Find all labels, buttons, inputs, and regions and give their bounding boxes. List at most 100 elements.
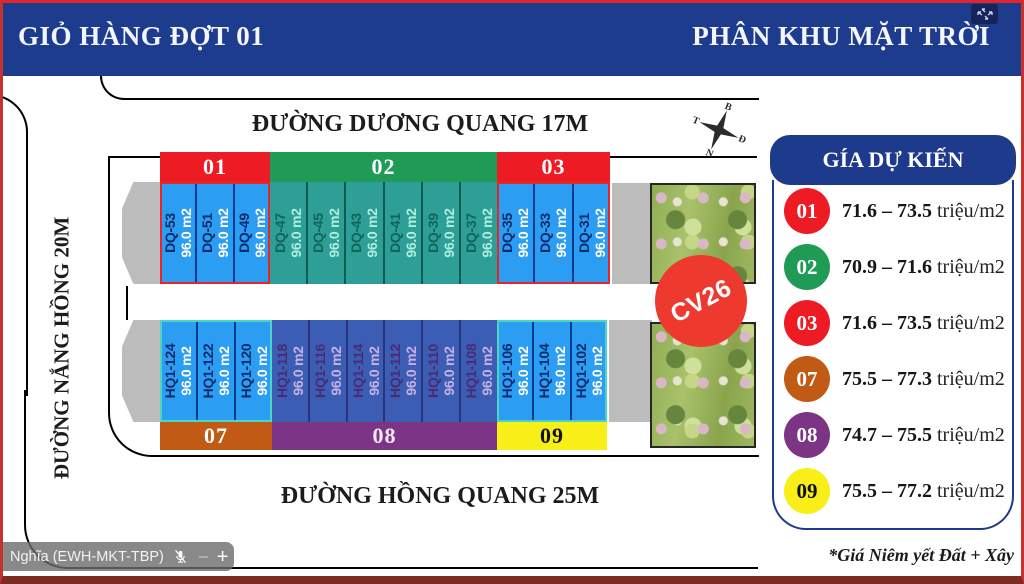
zoom-out-button[interactable]: –	[198, 547, 208, 565]
street-nang-hong: ĐƯỜNG NẮNG HỒNG 20M	[49, 216, 74, 480]
block-02-header: 02	[270, 152, 497, 182]
lot-label: DQ-39 96.0 m2	[424, 208, 457, 258]
compass-icon: B Đ T N	[690, 101, 748, 159]
lot-label: HQ1-108 96.0 m2	[463, 343, 496, 399]
lot-DQ-33: DQ-33 96.0 m2	[533, 182, 572, 284]
lot-DQ-41: DQ-41 96.0 m2	[382, 182, 421, 284]
price-row-02: 02 70.9 – 71.6 triệu/m2	[774, 239, 1012, 295]
lot-DQ-47: DQ-47 96.0 m2	[270, 182, 307, 284]
price-row-03: 03 71.6 – 73.5 triệu/m2	[774, 295, 1012, 351]
street-duong-quang: ĐƯỜNG DƯƠNG QUANG 17M	[251, 111, 589, 137]
block-09: HQ1-106 96.0 m2 HQ1-104 96.0 m2 HQ1-102 96.0 …	[497, 320, 607, 450]
block-01: 01 DQ-53 96.0 m2 DQ-51 96.0 m2 DQ-49 96.0 m2	[160, 152, 270, 284]
fullscreen-icon[interactable]	[971, 4, 998, 24]
price-row-09: 09 75.5 – 77.2 triệu/m2	[774, 463, 1012, 519]
gray-lot-strip	[612, 183, 650, 284]
lot-DQ-43: DQ-43 96.0 m2	[344, 182, 383, 284]
lot-HQ1-120: HQ1-120 96.0 m2	[234, 320, 272, 422]
header-bar: GIỎ HÀNG ĐỢT 01 PHÂN KHU MẶT TRỜI	[0, 3, 1024, 76]
park-badge: CV26	[655, 255, 747, 347]
lot-DQ-45: DQ-45 96.0 m2	[306, 182, 345, 284]
page-title-left: GIỎ HÀNG ĐỢT 01	[18, 20, 265, 51]
lot-DQ-31: DQ-31 96.0 m2	[571, 182, 610, 284]
lot-HQ1-124: HQ1-124 96.0 m2	[160, 320, 196, 422]
block-08-lots: HQ1-118 96.0 m2 HQ1-116 96.0 m2 HQ1-114 96.0 …	[272, 320, 497, 422]
price-text: 75.5 – 77.2 triệu/m2	[842, 479, 1005, 502]
road-line	[0, 94, 28, 396]
gray-lot-strip	[122, 182, 160, 284]
block-02-lots: DQ-47 96.0 m2 DQ-45 96.0 m2 DQ-43 96.0 m2 DQ-4…	[270, 182, 498, 284]
lot-HQ1-110: HQ1-110 96.0 m2	[421, 320, 460, 422]
price-badge-08: 08	[784, 412, 830, 458]
block-08: HQ1-118 96.0 m2 HQ1-116 96.0 m2 HQ1-114 96.0 …	[272, 320, 497, 450]
lot-HQ1-118: HQ1-118 96.0 m2	[272, 320, 308, 422]
lot-label: HQ1-124 96.0 m2	[162, 343, 194, 399]
block-03-lots: DQ-35 96.0 m2 DQ-33 96.0 m2 DQ-31 96.0 m2	[497, 182, 610, 284]
lot-label: DQ-43 96.0 m2	[348, 208, 381, 258]
lot-label: HQ1-102 96.0 m2	[573, 343, 606, 399]
price-panel: 01 71.6 – 73.5 triệu/m2 02 70.9 – 71.6 triệ…	[772, 180, 1014, 530]
road-line	[126, 286, 128, 320]
block-07-header: 07	[160, 422, 272, 450]
lot-label: DQ-35 96.0 m2	[499, 208, 532, 258]
lot-label: HQ1-116 96.0 m2	[311, 344, 344, 398]
lot-label: DQ-51 96.0 m2	[198, 208, 231, 258]
participant-name: Nghĩa (EWH-MKT-TBP)	[10, 548, 164, 565]
mic-muted-icon[interactable]	[173, 549, 188, 564]
lot-DQ-53: DQ-53 96.0 m2	[160, 182, 196, 284]
gray-lot-strip	[609, 320, 652, 422]
road-line	[108, 158, 759, 457]
price-badge-01: 01	[784, 188, 830, 234]
price-panel-title: GÍA DỰ KIẾN	[770, 135, 1016, 185]
lot-label: HQ1-120 96.0 m2	[238, 343, 270, 399]
lot-label: HQ1-118 96.0 m2	[273, 344, 306, 398]
call-overlay: Nghĩa (EWH-MKT-TBP) – +	[0, 542, 234, 571]
block-08-header: 08	[272, 422, 497, 450]
lot-label: DQ-49 96.0 m2	[236, 208, 269, 258]
lot-label: DQ-47 96.0 m2	[272, 208, 305, 258]
zoom-in-button[interactable]: +	[216, 545, 229, 568]
lot-label: DQ-53 96.0 m2	[161, 208, 194, 258]
svg-text:Đ: Đ	[737, 133, 748, 146]
lot-DQ-49: DQ-49 96.0 m2	[232, 182, 270, 284]
lot-label: HQ1-110 96.0 m2	[425, 344, 458, 398]
page-title-right: PHÂN KHU MẶT TRỜI	[692, 20, 990, 51]
lot-DQ-37: DQ-37 96.0 m2	[458, 182, 498, 284]
lot-label: HQ1-106 96.0 m2	[498, 343, 531, 399]
block-03-header: 03	[497, 152, 610, 182]
price-list: 01 71.6 – 73.5 triệu/m2 02 70.9 – 71.6 triệ…	[774, 183, 1012, 519]
block-09-header: 09	[497, 422, 607, 450]
svg-text:N: N	[704, 147, 716, 159]
svg-text:B: B	[723, 101, 734, 114]
price-footnote: *Giá Niêm yết Đất + Xây	[828, 545, 1014, 565]
price-badge-02: 02	[784, 244, 830, 290]
price-row-08: 08 74.7 – 75.5 triệu/m2	[774, 407, 1012, 463]
road-line	[100, 76, 759, 100]
lot-HQ1-102: HQ1-102 96.0 m2	[569, 320, 607, 422]
park-strip-bottom	[650, 322, 756, 448]
block-09-lots: HQ1-106 96.0 m2 HQ1-104 96.0 m2 HQ1-102 96.0 …	[497, 320, 607, 422]
price-badge-07: 07	[784, 356, 830, 402]
lot-HQ1-122: HQ1-122 96.0 m2	[196, 320, 234, 422]
park-label: CV26	[665, 273, 736, 329]
block-03: 03 DQ-35 96.0 m2 DQ-33 96.0 m2 DQ-31 96.0 m2	[497, 152, 610, 284]
lot-label: DQ-41 96.0 m2	[386, 208, 419, 258]
lot-HQ1-116: HQ1-116 96.0 m2	[307, 320, 346, 422]
lot-label: HQ1-114 96.0 m2	[349, 344, 382, 398]
price-text: 75.5 – 77.3 triệu/m2	[842, 367, 1005, 390]
gray-lot-strip	[122, 320, 160, 422]
block-01-lots: DQ-53 96.0 m2 DQ-51 96.0 m2 DQ-49 96.0 m2	[160, 182, 270, 284]
price-text: 74.7 – 75.5 triệu/m2	[842, 423, 1005, 446]
lot-label: HQ1-104 96.0 m2	[535, 343, 568, 399]
lot-label: DQ-37 96.0 m2	[462, 208, 495, 258]
price-badge-09: 09	[784, 468, 830, 514]
lot-DQ-39: DQ-39 96.0 m2	[420, 182, 459, 284]
price-badge-03: 03	[784, 300, 830, 346]
lot-HQ1-112: HQ1-112 96.0 m2	[383, 320, 422, 422]
lot-DQ-35: DQ-35 96.0 m2	[497, 182, 534, 284]
block-07: HQ1-124 96.0 m2 HQ1-122 96.0 m2 HQ1-120 96.0 …	[160, 320, 272, 450]
price-text: 71.6 – 73.5 triệu/m2	[842, 199, 1005, 222]
lot-label: HQ1-112 96.0 m2	[387, 344, 420, 398]
